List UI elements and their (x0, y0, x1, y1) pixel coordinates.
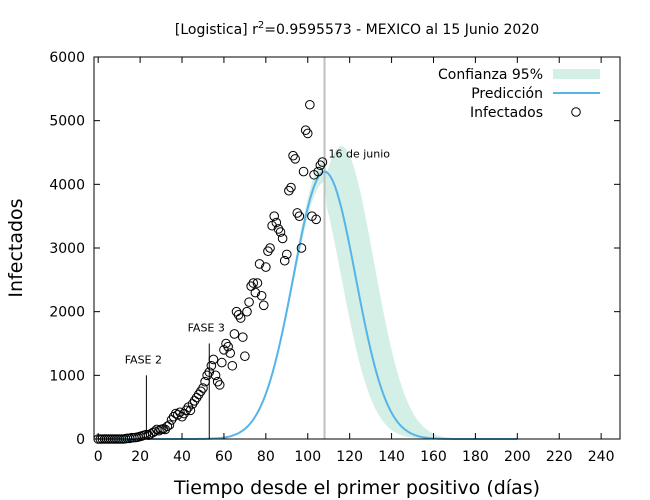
x-tick-label: 220 (546, 449, 573, 465)
data-point (185, 405, 196, 416)
data-point (261, 262, 271, 272)
data-point (317, 157, 328, 167)
data-point (294, 211, 305, 221)
data-point (240, 351, 250, 362)
data-point (252, 278, 263, 288)
y-tick-label: 6000 (49, 50, 85, 66)
y-tick-label: 4000 (49, 177, 85, 193)
phase-marker-label: FASE 2 (125, 353, 162, 366)
data-point (313, 166, 324, 177)
legend-label-points: Infectados (470, 105, 543, 121)
data-point (296, 243, 307, 253)
data-point (227, 360, 238, 371)
x-tick-label: 140 (378, 449, 405, 465)
data-point (229, 329, 240, 339)
infectados-points-layer (93, 99, 328, 444)
data-point (248, 278, 259, 288)
x-axis-label: Tiempo desde el primer positivo (días) (173, 477, 540, 499)
data-point (288, 150, 298, 161)
data-point (221, 338, 231, 349)
data-point (265, 243, 275, 253)
data-point (277, 233, 288, 244)
data-point (286, 182, 296, 193)
x-tick-label: 100 (294, 449, 321, 465)
chart-title-prefix: [Logistica] r (175, 22, 258, 38)
data-point (210, 370, 221, 381)
data-point (256, 290, 267, 301)
y-tick-label: 1000 (49, 368, 85, 384)
chart-title-superscript: 2 (258, 20, 264, 31)
data-point (173, 410, 183, 420)
y-tick-label: 2000 (49, 305, 85, 321)
data-point (273, 224, 284, 234)
phase-marker-label: FASE 3 (188, 322, 225, 335)
data-point (212, 376, 223, 387)
data-point (225, 348, 236, 358)
data-point (164, 420, 175, 430)
x-tick-label: 200 (504, 449, 531, 465)
reference-line-label: 16 de junio (329, 148, 391, 161)
prediction-line (98, 170, 518, 440)
data-point (258, 300, 269, 311)
x-tick-label: 0 (94, 449, 103, 465)
x-tick-label: 20 (131, 449, 149, 465)
data-point (269, 211, 280, 221)
data-point (235, 313, 246, 323)
x-tick-label: 40 (173, 449, 191, 465)
legend: Confianza 95% Predicción Infectados (438, 67, 600, 121)
y-tick-label: 0 (76, 432, 85, 448)
data-point (300, 125, 311, 136)
data-point (237, 332, 248, 342)
data-point (271, 217, 282, 228)
axis-layer: 0 20 40 60 80 100 120 140 160 180 200 220 240 0 1000 20… (49, 50, 621, 465)
x-tick-label: 160 (420, 449, 447, 465)
x-tick-label: 80 (257, 449, 275, 465)
data-point (254, 259, 265, 269)
y-tick-label: 3000 (49, 241, 85, 257)
x-tick-label: 60 (215, 449, 233, 465)
legend-label-line: Predicción (471, 86, 543, 102)
data-point (214, 380, 225, 390)
data-point (175, 407, 185, 418)
data-point (311, 214, 321, 225)
data-point (292, 208, 303, 218)
x-tick-label: 240 (588, 449, 615, 465)
prediction-line-layer (98, 170, 518, 440)
data-point (181, 405, 192, 416)
y-tick-label: 5000 (49, 114, 85, 130)
data-point (302, 128, 313, 139)
data-point (284, 185, 294, 196)
data-point (315, 160, 326, 171)
x-tick-label: 120 (336, 449, 363, 465)
data-point (298, 166, 309, 177)
annotations-layer: FASE 2 FASE 3 (125, 322, 225, 439)
data-point (198, 383, 208, 393)
data-point (275, 227, 286, 237)
legend-swatch-point (571, 107, 581, 117)
data-point (282, 249, 292, 260)
y-axis-label: Infectados (5, 198, 27, 297)
data-point (154, 425, 164, 436)
data-point (290, 154, 300, 164)
data-point (149, 426, 160, 437)
chart-title-suffix: =0.9595573 - MEXICO al 15 Junio 2020 (264, 22, 539, 38)
data-point (279, 255, 290, 266)
data-point (196, 386, 206, 397)
legend-swatch-band (553, 69, 600, 79)
data-point (206, 360, 217, 371)
chart-title: [Logistica] r2=0.9595573 - MEXICO al 15 … (175, 20, 539, 38)
data-point (305, 99, 315, 110)
data-point (217, 357, 227, 368)
data-point (263, 246, 273, 256)
data-point (223, 341, 233, 352)
x-tick-label: 180 (462, 449, 489, 465)
data-point (244, 297, 254, 307)
legend-label-band: Confianza 95% (438, 67, 543, 83)
data-point (242, 306, 252, 317)
vertical-line-layer: 16 de junio (323, 57, 391, 439)
data-point (250, 287, 261, 298)
data-point (233, 310, 244, 320)
